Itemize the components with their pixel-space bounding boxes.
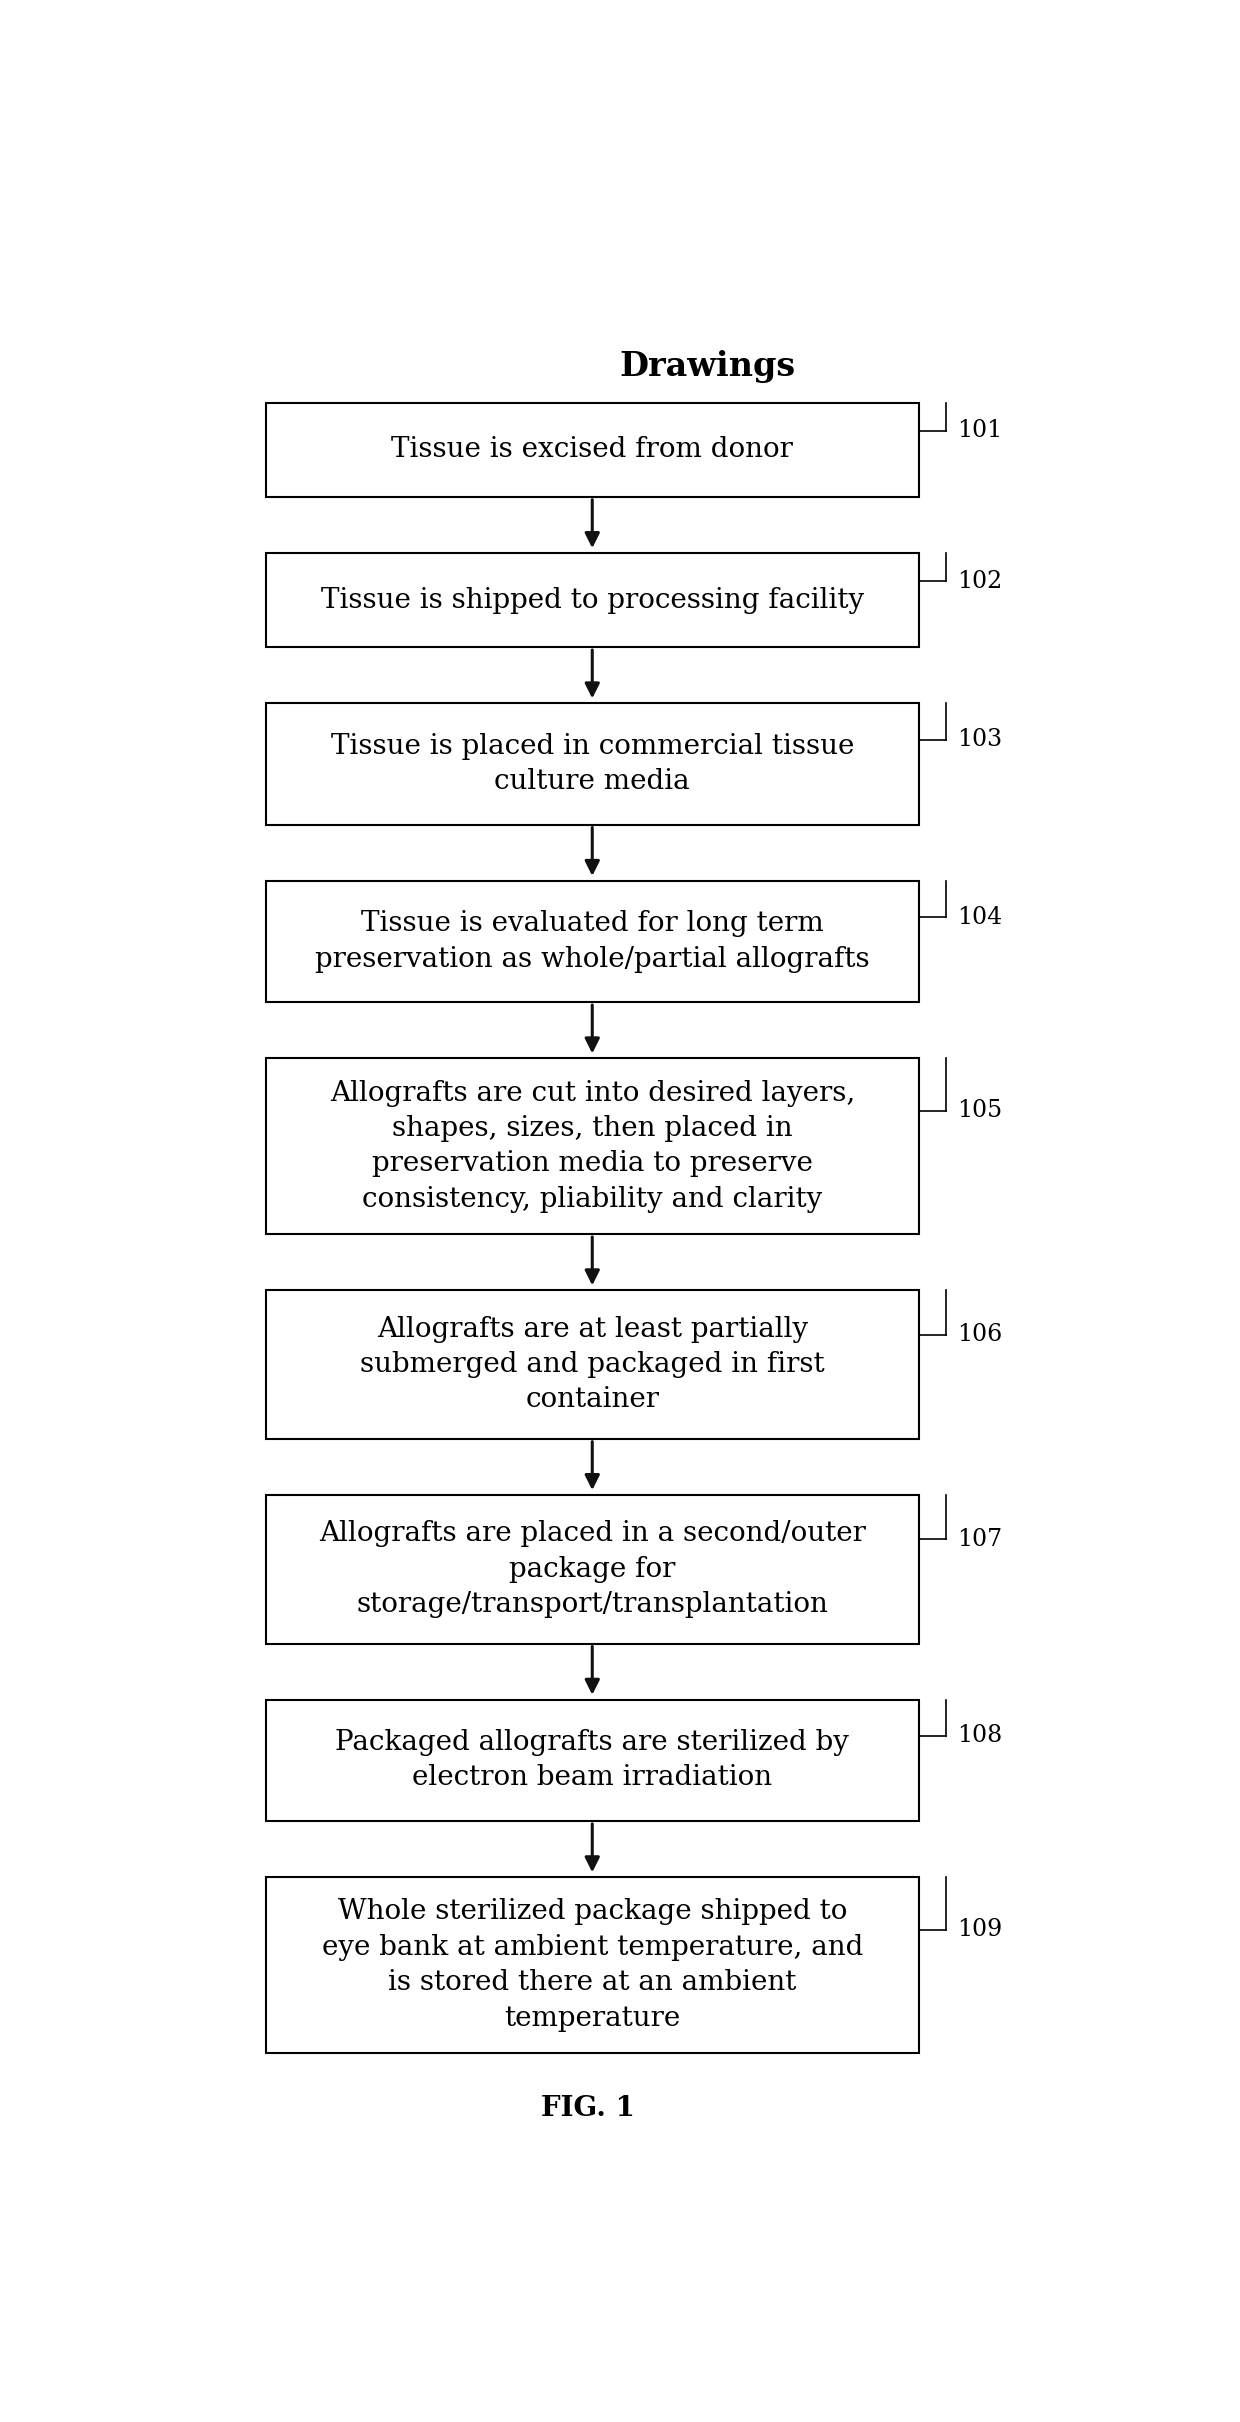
Bar [265, 552, 919, 647]
Bar [265, 1877, 919, 2054]
Text: 108: 108 [957, 1724, 1003, 1749]
Bar [265, 702, 919, 826]
Text: 101: 101 [957, 419, 1003, 443]
Text: Allografts are at least partially
submerged and packaged in first
container: Allografts are at least partially submer… [360, 1315, 825, 1414]
Text: 107: 107 [957, 1528, 1003, 1550]
Text: Tissue is excised from donor: Tissue is excised from donor [392, 436, 794, 463]
Bar [265, 1700, 919, 1821]
Text: 103: 103 [957, 729, 1003, 751]
Text: Whole sterilized package shipped to
eye bank at ambient temperature, and
is stor: Whole sterilized package shipped to eye … [321, 1899, 863, 2032]
Text: 104: 104 [957, 906, 1003, 928]
Text: Tissue is shipped to processing facility: Tissue is shipped to processing facility [321, 586, 864, 613]
Bar [265, 882, 919, 1003]
Text: FIG. 1: FIG. 1 [541, 2095, 635, 2122]
Bar [265, 1291, 919, 1439]
Text: Tissue is placed in commercial tissue
culture media: Tissue is placed in commercial tissue cu… [331, 734, 854, 794]
Text: 106: 106 [957, 1322, 1003, 1347]
Bar [265, 1494, 919, 1645]
Text: 102: 102 [957, 569, 1003, 593]
Text: 105: 105 [957, 1100, 1003, 1121]
Text: Allografts are placed in a second/outer
package for
storage/transport/transplant: Allografts are placed in a second/outer … [319, 1521, 866, 1618]
Bar [265, 402, 919, 497]
Bar [265, 1058, 919, 1235]
Text: Tissue is evaluated for long term
preservation as whole/partial allografts: Tissue is evaluated for long term preser… [315, 911, 869, 974]
Text: Drawings: Drawings [620, 351, 796, 383]
Text: 109: 109 [957, 1918, 1003, 1942]
Text: Allografts are cut into desired layers,
shapes, sizes, then placed in
preservati: Allografts are cut into desired layers, … [330, 1080, 854, 1213]
Text: Packaged allografts are sterilized by
electron beam irradiation: Packaged allografts are sterilized by el… [335, 1729, 849, 1792]
